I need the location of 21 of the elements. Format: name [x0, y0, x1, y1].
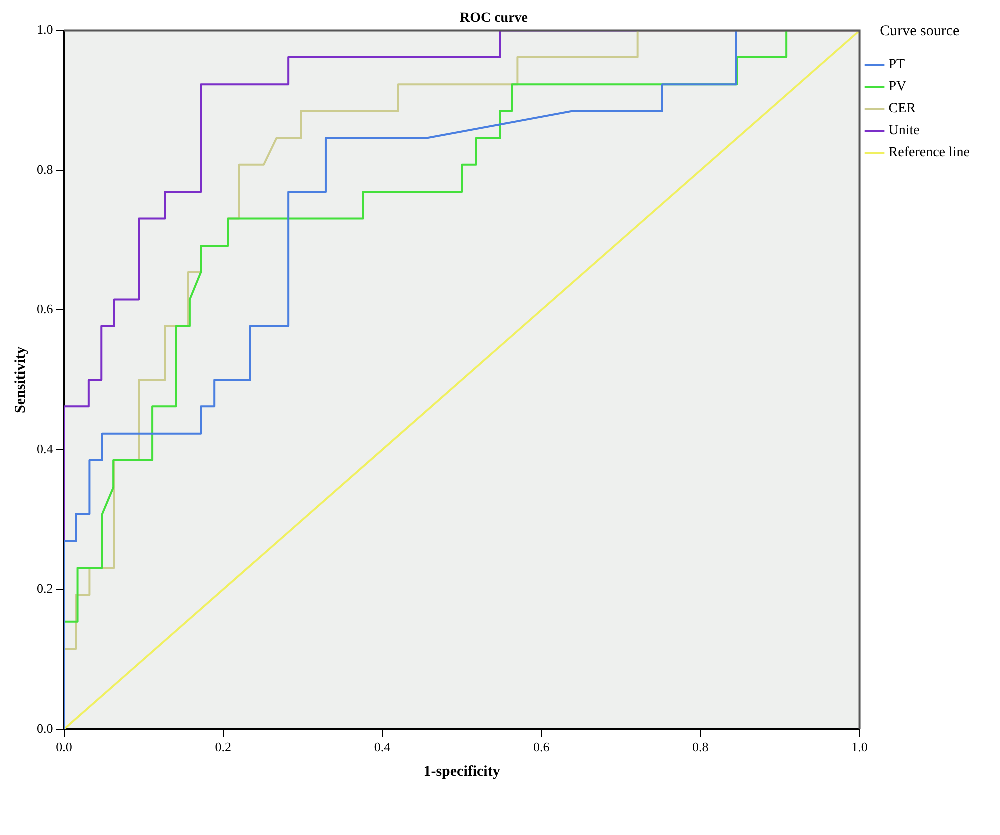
- y-tick-label: 0.0: [37, 720, 54, 736]
- x-tick-label: 0.2: [215, 740, 232, 755]
- x-tick-label: 1.0: [852, 740, 868, 755]
- x-tick-label: 0.8: [692, 740, 709, 755]
- y-tick-label: 0.8: [37, 162, 54, 177]
- legend-label: Reference line: [888, 146, 970, 161]
- chart-title: ROC curve: [460, 11, 528, 26]
- x-axis-title: 1-specificity: [424, 764, 501, 780]
- x-tick-label: 0.0: [56, 740, 72, 755]
- legend-label: PT: [888, 58, 906, 73]
- legend-label: PV: [888, 80, 907, 95]
- x-tick-label: 0.6: [533, 740, 550, 755]
- y-tick-label: 0.6: [37, 302, 54, 317]
- y-tick-label: 0.2: [37, 581, 54, 596]
- y-tick-label: 1.0: [37, 22, 54, 38]
- legend-label: CER: [888, 102, 917, 117]
- x-tick-label: 0.4: [374, 740, 392, 755]
- legend-label: Unite: [888, 124, 920, 139]
- legend-title: Curve source: [880, 23, 960, 40]
- y-tick-label: 0.4: [37, 441, 54, 456]
- y-axis-title: Sensitivity: [12, 346, 29, 414]
